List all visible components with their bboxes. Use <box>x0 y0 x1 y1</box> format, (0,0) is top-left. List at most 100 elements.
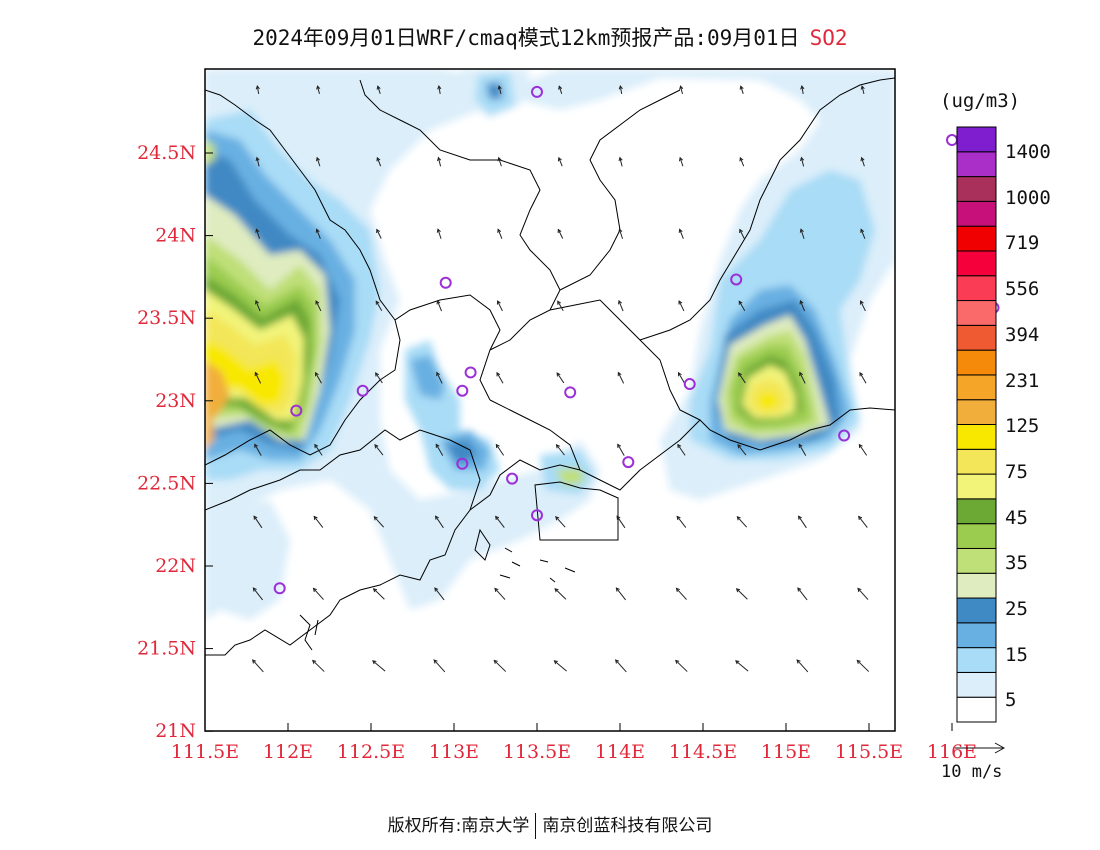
colorbar-swatch <box>956 126 997 153</box>
y-tick-label: 22N <box>155 555 196 577</box>
wind-arrow <box>436 371 443 384</box>
x-tick-label: 116E <box>927 741 977 763</box>
colorbar-tick-label: 25 <box>1005 598 1028 620</box>
station-marker <box>730 273 743 286</box>
wind-arrow <box>799 371 806 384</box>
wind-arrow <box>798 515 807 529</box>
colorbar-tick-label: 556 <box>1005 278 1040 301</box>
colorbar-swatch <box>956 647 997 673</box>
concentration-field <box>205 69 895 731</box>
title-text: 2024年09月01日WRF/cmaq模式12km预报产品:09月01日 <box>252 26 800 50</box>
y-tick-label: 23N <box>155 390 196 412</box>
map-title: 2024年09月01日WRF/cmaq模式12km预报产品:09月01日 SO2 <box>0 22 1100 52</box>
colorbar-tick-label: 125 <box>1005 415 1040 438</box>
station-marker <box>838 429 851 442</box>
wind-arrow <box>254 371 262 384</box>
colorbar-swatch <box>956 349 997 376</box>
wind-arrow <box>618 85 623 95</box>
y-tick-label: 22.5N <box>137 472 196 494</box>
colorbar-tick-label: 1400 <box>1005 141 1051 163</box>
copyright-left: 版权所有:南京大学 <box>387 816 530 836</box>
wind-arrow <box>556 372 565 384</box>
colorbar-swatch <box>956 250 997 277</box>
y-tick-label: 21N <box>155 720 196 742</box>
wind-arrow <box>251 659 264 673</box>
x-tick-label: 112E <box>263 741 313 763</box>
wind-reference-arrow <box>955 742 1006 754</box>
y-tick-label: 24.5N <box>137 142 196 164</box>
wind-arrow <box>315 228 321 239</box>
map-frame <box>204 68 896 732</box>
wind-arrow <box>493 659 507 672</box>
wind-arrow <box>739 85 744 94</box>
station-marker <box>531 509 543 522</box>
colorbar <box>956 126 997 723</box>
x-tick-label: 111.5E <box>171 741 239 763</box>
wind-arrow <box>374 444 384 456</box>
y-axis: 24.5N 24N 23.5N 23N 22.5N 22N 21.5N 21N <box>137 142 213 742</box>
station-marker <box>531 85 543 98</box>
wind-arrow <box>678 228 684 239</box>
wind-arrow <box>434 587 445 601</box>
wind-arrow <box>859 300 866 312</box>
wind-arrow <box>674 659 688 672</box>
boundary-lines <box>205 77 895 656</box>
wind-arrow <box>738 300 746 312</box>
wind-arrow <box>738 372 746 384</box>
colorbar-swatch <box>956 572 997 599</box>
wind-reference-label: 10 m/s <box>941 762 1003 782</box>
colorbar-tick-label: 1000 <box>1005 186 1051 209</box>
wind-arrow <box>860 156 865 167</box>
wind-arrow <box>252 587 264 601</box>
station-marker <box>356 384 369 397</box>
wind-arrow <box>858 515 868 528</box>
colorbar-unit: (ug/m3) <box>940 90 1021 112</box>
wind-arrow <box>799 299 806 312</box>
station-marker <box>439 276 452 289</box>
x-tick-label: 112.5E <box>337 741 405 763</box>
colorbar-swatch <box>956 225 997 252</box>
wind-arrow <box>554 588 567 600</box>
wind-arrow <box>800 156 805 167</box>
colorbar-swatch <box>956 671 997 698</box>
wind-arrow <box>372 588 385 600</box>
wind-arrow <box>555 516 566 528</box>
wind-arrow <box>558 85 563 94</box>
station-marker <box>622 456 635 469</box>
wind-arrow <box>735 588 748 600</box>
wind-arrow <box>614 659 627 673</box>
wind-arrow <box>497 85 502 95</box>
station-marker <box>564 386 577 399</box>
wind-arrow <box>436 299 443 312</box>
x-tick-label: 113.5E <box>503 741 571 763</box>
station-marker <box>464 366 477 379</box>
wind-arrow <box>553 660 567 672</box>
wind-arrow <box>677 443 686 456</box>
wind-arrow <box>316 85 321 95</box>
wind-arrow <box>676 515 687 528</box>
colorbar-swatch <box>956 523 997 549</box>
x-tick-label: 115.5E <box>835 741 903 763</box>
wind-arrow <box>555 444 565 456</box>
colorbar-tick-label: 5 <box>1005 689 1017 712</box>
wind-arrow <box>735 660 749 672</box>
wind-arrow <box>255 85 260 95</box>
wind-arrow <box>616 515 626 529</box>
station-marker <box>456 384 469 397</box>
wind-arrow <box>618 156 623 167</box>
colorbar-tick-label: 45 <box>1005 506 1028 529</box>
wind-arrow <box>312 587 324 600</box>
wind-arrow <box>739 156 745 167</box>
wind-arrow <box>678 300 685 312</box>
wind-arrow <box>675 587 687 600</box>
colorbar-swatch <box>956 300 997 326</box>
wind-arrow <box>800 85 805 95</box>
colorbar-swatch <box>956 498 997 525</box>
wind-arrow <box>860 85 865 95</box>
wind-arrow <box>618 228 624 239</box>
wind-arrow <box>497 228 503 239</box>
wind-arrow <box>435 443 444 456</box>
colorbar-swatch <box>956 176 997 202</box>
wind-arrow <box>736 516 748 528</box>
y-tick-label: 24N <box>155 225 196 247</box>
